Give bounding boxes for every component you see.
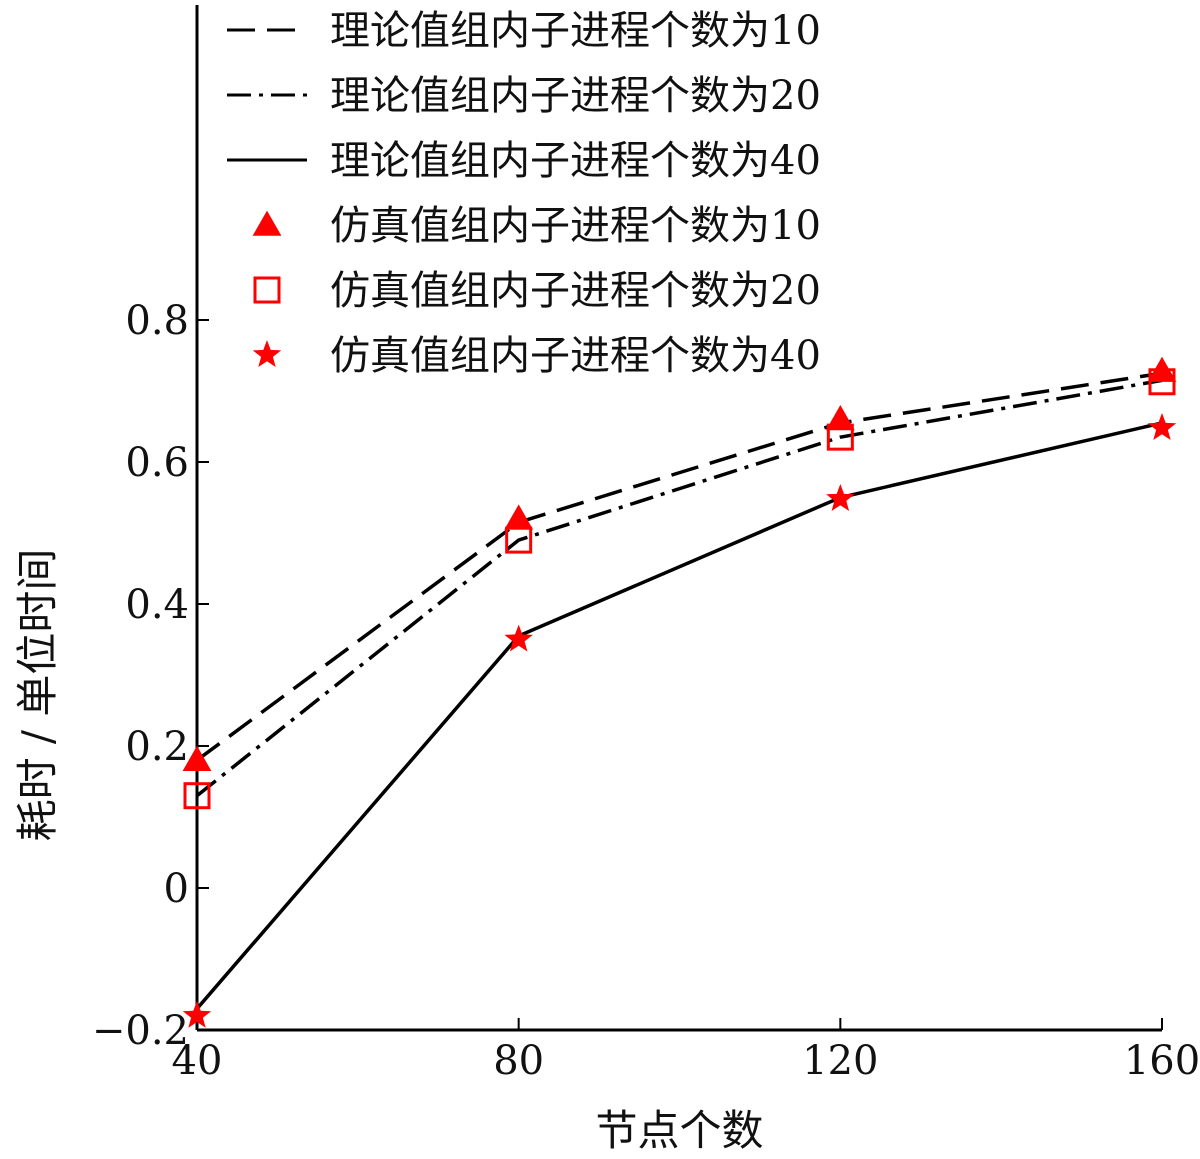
series-line-dashdot bbox=[195, 378, 1163, 798]
series-lines bbox=[195, 371, 1163, 1010]
legend-item: 仿真值组内子进程个数为40 bbox=[252, 333, 821, 379]
data-point-star bbox=[182, 1000, 212, 1028]
x-tick-label: 120 bbox=[802, 1038, 878, 1084]
y-tick-label: 0 bbox=[164, 866, 189, 912]
y-tick-label: −0.2 bbox=[92, 1008, 189, 1054]
x-tick-label: 80 bbox=[493, 1038, 544, 1084]
legend-label: 仿真值组内子进程个数为40 bbox=[330, 333, 821, 379]
legend-swatch-star bbox=[252, 340, 282, 367]
series-markers bbox=[182, 356, 1177, 1028]
legend-item: 理论值组内子进程个数为10 bbox=[227, 8, 821, 54]
legend: 理论值组内子进程个数为10 理论值组内子进程个数为20 理论值组内子进程个数为40 仿… bbox=[227, 8, 821, 379]
axes bbox=[195, 5, 1162, 1032]
legend-swatch-triangle bbox=[252, 210, 282, 236]
y-axis-label: 耗时 / 单位时间 bbox=[13, 549, 62, 842]
y-tick-label: 0.8 bbox=[125, 298, 189, 344]
legend-label: 理论值组内子进程个数为10 bbox=[330, 8, 821, 54]
legend-item: 理论值组内子进程个数为20 bbox=[227, 73, 821, 119]
legend-label: 理论值组内子进程个数为40 bbox=[330, 138, 821, 184]
data-point-square bbox=[826, 423, 854, 451]
ticks: 40 80 120 160 −0.2 0 0.2 0.4 0.6 0.8 bbox=[92, 298, 1200, 1084]
data-point-triangle bbox=[182, 745, 212, 771]
legend-item: 理论值组内子进程个数为40 bbox=[227, 138, 821, 184]
data-point-square bbox=[505, 526, 533, 554]
legend-item: 仿真值组内子进程个数为10 bbox=[252, 203, 821, 249]
data-point-star bbox=[826, 484, 855, 511]
y-tick-label: 0.2 bbox=[125, 724, 189, 770]
x-tick-label: 160 bbox=[1124, 1038, 1200, 1084]
data-point-square bbox=[1148, 368, 1176, 396]
data-point-triangle bbox=[504, 504, 534, 530]
x-tick-label: 40 bbox=[172, 1038, 223, 1084]
data-point-star bbox=[504, 624, 533, 652]
x-axis-label: 节点个数 bbox=[595, 1106, 763, 1155]
data-point-star bbox=[1147, 413, 1177, 440]
series-line-dashed bbox=[195, 371, 1163, 762]
series-line-solid bbox=[195, 421, 1163, 1010]
legend-label: 仿真值组内子进程个数为20 bbox=[330, 268, 821, 314]
y-tick-label: 0.4 bbox=[125, 582, 189, 628]
data-point-square bbox=[183, 782, 211, 810]
legend-swatch-square bbox=[253, 276, 281, 304]
legend-label: 理论值组内子进程个数为20 bbox=[330, 73, 821, 119]
legend-item: 仿真值组内子进程个数为20 bbox=[253, 268, 821, 314]
y-tick-label: 0.6 bbox=[125, 440, 189, 486]
legend-label: 仿真值组内子进程个数为10 bbox=[330, 203, 821, 249]
